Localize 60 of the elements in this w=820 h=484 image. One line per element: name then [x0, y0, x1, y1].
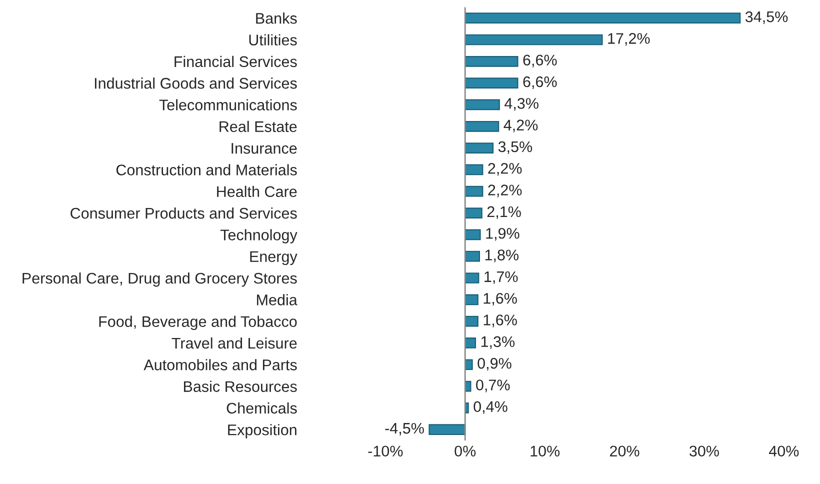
- data-label: 1,6%: [484, 314, 517, 328]
- x-tick-label: 0%: [454, 446, 476, 457]
- y-tick-label: Real Estate: [220, 120, 297, 132]
- y-tick-label: Basic Resources: [184, 380, 297, 392]
- bar: [428, 424, 466, 436]
- y-tick-label: Insurance: [232, 143, 297, 154]
- y-tick-label: Telecommunications: [159, 99, 297, 110]
- y-tick-label: Consumer Products and Services: [70, 207, 297, 219]
- data-label: 2,2%: [488, 162, 522, 176]
- y-tick-label: Energy: [250, 251, 298, 266]
- y-tick-label: Automobiles and Parts: [144, 359, 297, 370]
- y-tick-label: Personal Care, Drug and Grocery Stores: [22, 272, 297, 287]
- data-label: 0,4%: [474, 401, 508, 414]
- bar: [464, 34, 603, 46]
- y-tick-label: Health Care: [217, 186, 297, 198]
- bar: [464, 186, 484, 197]
- data-label: 0,7%: [476, 380, 510, 392]
- data-label: 4,3%: [504, 98, 538, 111]
- data-label: -4,5%: [385, 422, 424, 436]
- y-tick-label: Banks: [256, 12, 297, 24]
- bar: [464, 272, 480, 284]
- data-label: 6,6%: [523, 76, 557, 89]
- data-label: 17,2%: [608, 33, 650, 46]
- y-tick-label: Technology: [220, 229, 298, 244]
- data-label: 1,7%: [484, 271, 518, 284]
- y-tick-label: Utilities: [249, 34, 297, 46]
- bar: [464, 250, 480, 262]
- y-tick-label: Financial Services: [174, 56, 297, 68]
- bar: [464, 12, 741, 24]
- data-label: 1,8%: [485, 250, 519, 262]
- y-tick-label: Travel and Leisure: [172, 337, 297, 349]
- y-tick-label: Exposition: [228, 424, 296, 438]
- data-label: 2,1%: [487, 206, 521, 219]
- x-tick-label: -10%: [368, 446, 403, 457]
- x-tick-label: 10%: [530, 446, 560, 457]
- data-label: 2,2%: [488, 184, 522, 198]
- bar: [464, 99, 500, 110]
- bar: [464, 142, 494, 154]
- bar: [464, 294, 478, 306]
- data-label: 3,5%: [498, 141, 532, 154]
- bar: [464, 120, 500, 132]
- data-label: 6,6%: [523, 54, 557, 68]
- x-tick-label: 30%: [690, 446, 719, 457]
- data-label: 34,5%: [745, 11, 788, 24]
- y-tick-label: Construction and Materials: [116, 164, 297, 176]
- x-tick-label: 40%: [768, 446, 799, 457]
- data-label: 1,3%: [481, 336, 515, 349]
- bar: [464, 229, 481, 240]
- y-tick-label: Chemicals: [226, 402, 297, 414]
- y-tick-label: Industrial Goods and Services: [94, 78, 297, 89]
- bar: [464, 56, 518, 67]
- bar: [464, 208, 482, 218]
- data-label: 1,9%: [486, 228, 520, 241]
- x-tick-label: 20%: [610, 446, 640, 457]
- y-tick-label: Media: [257, 294, 298, 306]
- y-tick-label: Food, Beverage and Tobacco: [99, 316, 297, 330]
- data-label: 1,6%: [484, 292, 517, 306]
- data-label: 4,2%: [504, 120, 538, 132]
- data-label: 0,9%: [478, 358, 512, 371]
- bar: [464, 78, 518, 88]
